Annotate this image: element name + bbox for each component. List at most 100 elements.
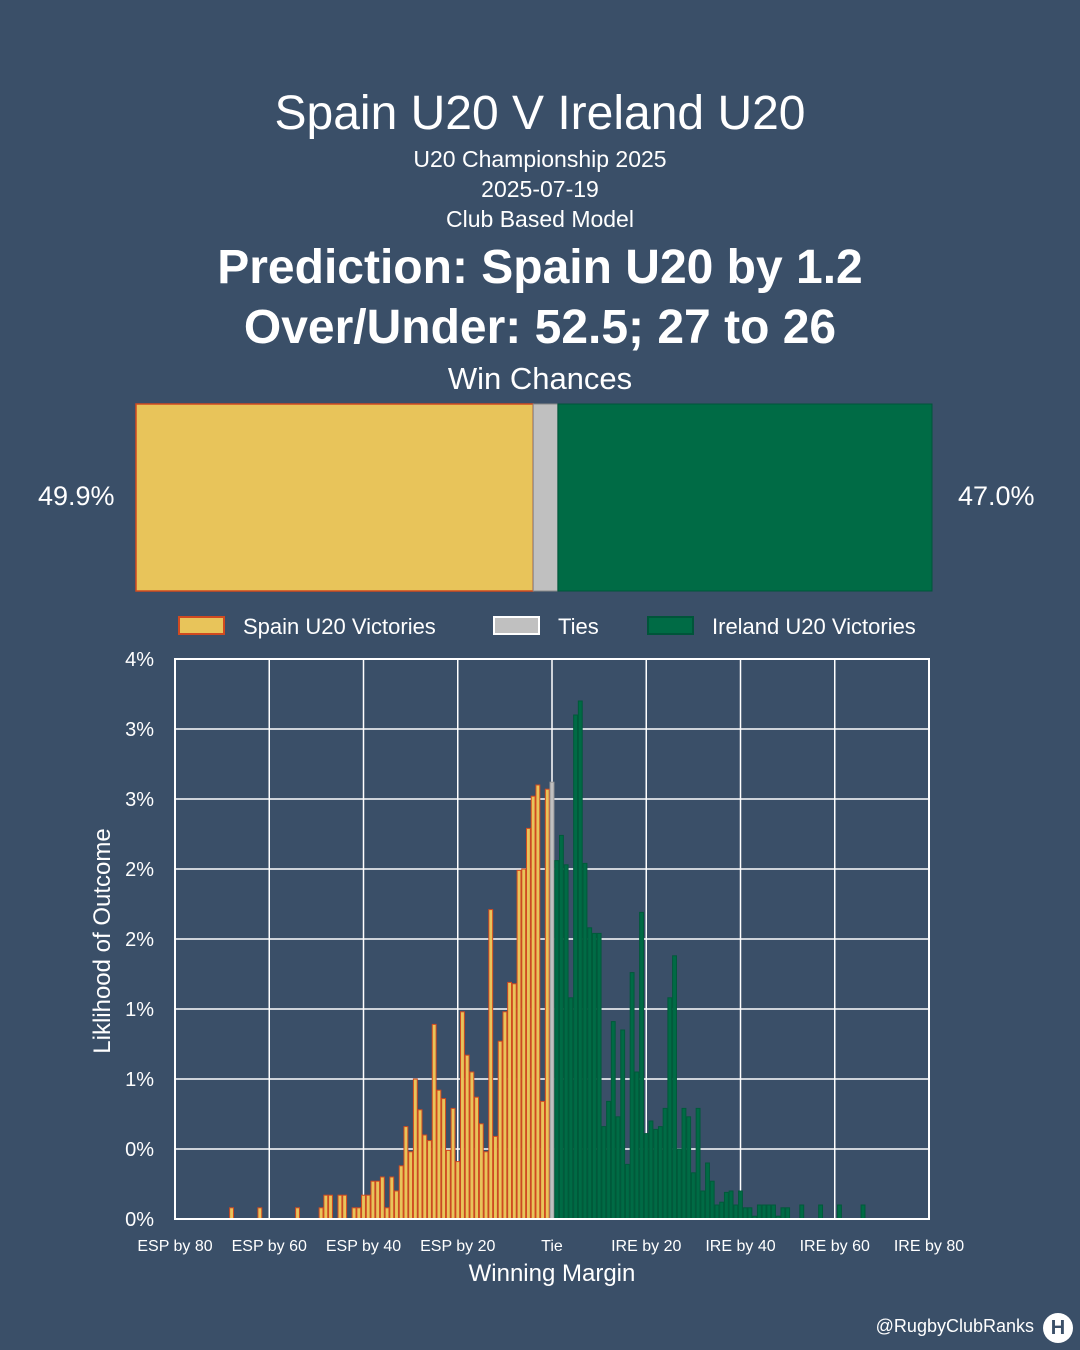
legend-ireland-swatch [647,616,694,635]
ireland-u20-victories-bar [610,1021,616,1220]
spain-u20-victories-bar [412,1078,418,1220]
y-axis-label: Liklihood of Outcome [89,828,116,1053]
x-tick-label: IRE by 40 [705,1238,775,1255]
ireland-u20-victories-bar [596,932,602,1220]
spain-u20-victories-bar [356,1207,362,1220]
y-tick-label: 4% [125,649,154,671]
legend-ireland-label: Ireland U20 Victories [712,614,916,639]
spain-u20-victories-bar [450,1107,456,1220]
x-tick-label: ESP by 80 [137,1238,212,1255]
x-tick-label: IRE by 80 [894,1238,964,1255]
spain-u20-victories-bar [469,1071,475,1220]
spain-u20-victories-bar [403,1126,409,1220]
ireland-win-segment [557,403,933,592]
spain-win-pct: 49.9% [38,481,115,511]
chart-title: Spain U20 V Ireland U20 [274,87,806,140]
spain-u20-victories-bar [464,1054,470,1220]
spain-u20-victories-bar [436,1089,442,1220]
spain-u20-victories-bar [535,784,541,1220]
spain-u20-victories-bar [379,1176,385,1220]
ireland-u20-victories-bar [860,1204,866,1220]
ties-bar [549,781,555,1220]
spain-u20-victories-bar [328,1194,333,1220]
ireland-u20-victories-bar [756,1204,762,1220]
spain-u20-victories-bar [408,1151,414,1220]
spain-u20-victories-bar [460,1011,465,1220]
spain-u20-victories-bar [478,1123,484,1220]
ireland-u20-victories-bar [653,1128,659,1220]
ireland-u20-victories-bar [837,1204,842,1220]
spain-u20-victories-bar [257,1207,263,1220]
spain-u20-victories-bar [361,1194,366,1220]
ireland-u20-victories-bar [662,1107,668,1220]
ireland-u20-victories-bar [563,864,569,1220]
spain-u20-victories-bar [318,1207,324,1220]
spain-u20-victories-bar [488,909,494,1220]
chart-bars [229,700,866,1220]
spain-u20-victories-bar [337,1194,343,1220]
ireland-u20-victories-bar [639,911,644,1220]
ireland-u20-victories-bar [606,1100,611,1220]
ireland-u20-victories-bar [738,1190,743,1220]
spain-u20-victories-bar [342,1194,348,1220]
ireland-u20-victories-bar [554,860,560,1220]
spain-u20-victories-bar [493,1135,498,1220]
spain-u20-victories-bar [351,1207,357,1220]
ireland-u20-victories-bar [648,1120,654,1220]
ireland-u20-victories-bar [634,1071,640,1220]
legend-spain-swatch [178,616,225,635]
spain-u20-victories-bar [540,1100,546,1220]
ireland-u20-victories-bar [742,1207,748,1220]
spain-u20-victories-bar [526,827,531,1220]
margin-distribution-chart: ESP by 80 ESP by 60 ESP by 40 ESP by 20 Tie I… [89,649,964,1287]
spain-u20-victories-bar [502,1011,508,1220]
ireland-u20-victories-bar [700,1190,706,1220]
ireland-u20-victories-bar [686,1116,692,1220]
spain-u20-victories-bar [483,1151,489,1220]
y-tick-label: 3% [125,719,154,741]
ireland-u20-victories-bar [785,1207,791,1220]
ireland-u20-victories-bar [780,1207,786,1220]
y-tick-label: 0% [125,1209,154,1231]
spain-u20-victories-bar [530,795,536,1220]
ireland-u20-victories-bar [766,1204,772,1220]
ireland-u20-victories-bar [771,1204,776,1220]
x-tick-label: ESP by 20 [420,1238,495,1255]
x-tick-label: ESP by 40 [326,1238,401,1255]
spain-u20-victories-bar [389,1176,395,1220]
ireland-u20-victories-bar [723,1191,729,1220]
x-tick-label: Tie [541,1238,563,1255]
spain-u20-victories-bar [516,869,522,1220]
spain-u20-victories-bar [497,1040,503,1220]
ireland-u20-victories-bar [728,1190,734,1220]
x-tick-label: ESP by 60 [232,1238,307,1255]
spain-u20-victories-bar [474,1096,480,1220]
legend-ties-swatch [493,616,540,635]
x-axis-label: Winning Margin [469,1260,636,1287]
y-tick-label: 2% [125,929,154,951]
spain-u20-victories-bar [455,1161,461,1220]
spain-u20-victories-bar [295,1207,300,1220]
ireland-u20-victories-bar [601,1126,607,1220]
spain-u20-victories-bar [365,1194,371,1220]
ireland-u20-victories-bar [818,1204,824,1220]
ireland-u20-victories-bar [629,972,635,1220]
ireland-u20-victories-bar [615,1116,621,1220]
ireland-u20-victories-bar [573,714,578,1220]
ireland-u20-victories-bar [667,997,673,1220]
x-tick-label: IRE by 60 [800,1238,870,1255]
spain-u20-victories-bar [511,983,517,1220]
spain-u20-victories-bar [507,981,513,1220]
spain-u20-victories-bar [323,1194,329,1220]
y-tick-label: 3% [125,789,154,811]
legend-spain-label: Spain U20 Victories [243,614,436,639]
ireland-u20-victories-bar [714,1204,720,1220]
ireland-u20-victories-bar [577,700,583,1220]
ireland-u20-victories-bar [761,1204,767,1220]
prediction-text: Prediction: Spain U20 by 1.2 [217,241,863,294]
spain-u20-victories-bar [445,1149,451,1220]
ireland-u20-victories-bar [705,1162,710,1220]
rugby-posts-logo-icon: H [1043,1313,1073,1343]
ireland-u20-victories-bar [747,1207,753,1220]
y-tick-label: 1% [125,999,154,1021]
